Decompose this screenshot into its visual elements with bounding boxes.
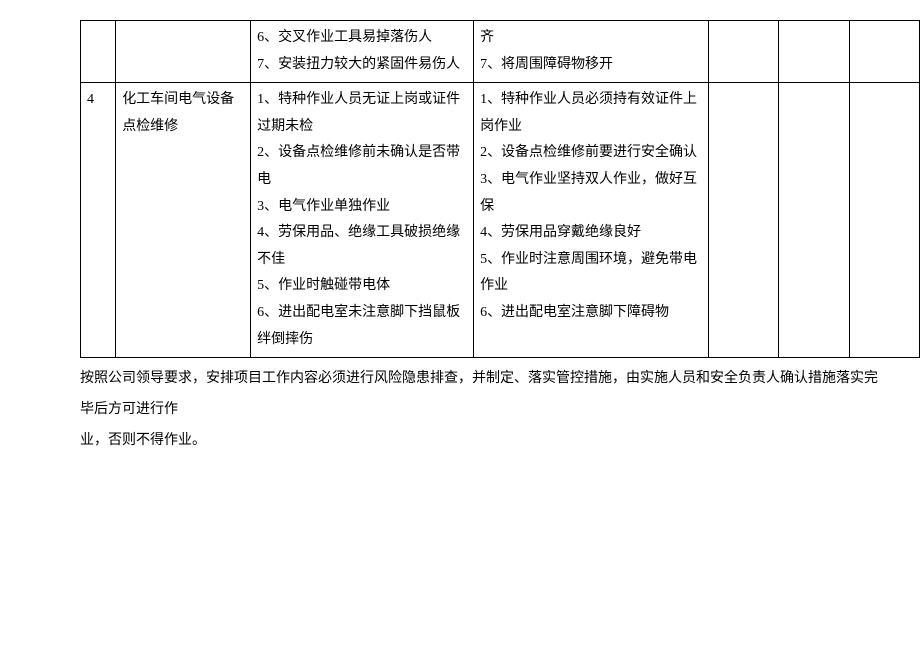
- cell-measure: 1、特种作业人员必须持有效证件上岗作业 2、设备点检维修前要进行安全确认 3、电…: [474, 83, 709, 358]
- risk-table: 6、交叉作业工具易掉落伤人 7、安装扭力较大的紧固件易伤人 齐 7、将周围障碍物…: [80, 20, 920, 358]
- cell-blank: [708, 83, 778, 358]
- risk-item: 6、进出配电室未注意脚下挡鼠板绊倒摔伤: [257, 300, 467, 353]
- risk-item: 1、特种作业人员无证上岗或证件过期未检: [257, 87, 467, 140]
- risk-item: 5、作业时触碰带电体: [257, 273, 467, 300]
- cell-risk: 6、交叉作业工具易掉落伤人 7、安装扭力较大的紧固件易伤人: [251, 21, 474, 83]
- cell-num: 4: [81, 83, 116, 358]
- cell-task: 化工车间电气设备点检维修: [116, 83, 251, 358]
- table-row: 4 化工车间电气设备点检维修 1、特种作业人员无证上岗或证件过期未检 2、设备点…: [81, 83, 920, 358]
- cell-measure: 齐 7、将周围障碍物移开: [474, 21, 709, 83]
- measure-item: 6、进出配电室注意脚下障碍物: [480, 300, 702, 327]
- measure-item: 齐: [480, 25, 702, 52]
- footer-paragraph: 按照公司领导要求，安排项目工作内容必须进行风险隐患排查，并制定、落实管控措施，由…: [80, 364, 880, 456]
- measure-item: 7、将周围障碍物移开: [480, 52, 702, 79]
- cell-blank: [708, 21, 778, 83]
- footer-line: 按照公司领导要求，安排项目工作内容必须进行风险隐患排查，并制定、落实管控措施，由…: [80, 371, 878, 417]
- cell-num: [81, 21, 116, 83]
- risk-item: 6、交叉作业工具易掉落伤人: [257, 25, 467, 52]
- cell-risk: 1、特种作业人员无证上岗或证件过期未检 2、设备点检维修前未确认是否带电 3、电…: [251, 83, 474, 358]
- measure-item: 3、电气作业坚持双人作业，做好互保: [480, 167, 702, 220]
- risk-item: 2、设备点检维修前未确认是否带电: [257, 140, 467, 193]
- measure-item: 4、劳保用品穿戴绝缘良好: [480, 220, 702, 247]
- measure-item: 5、作业时注意周围环境，避免带电作业: [480, 247, 702, 300]
- table-row: 6、交叉作业工具易掉落伤人 7、安装扭力较大的紧固件易伤人 齐 7、将周围障碍物…: [81, 21, 920, 83]
- cell-blank: [849, 83, 919, 358]
- risk-item: 7、安装扭力较大的紧固件易伤人: [257, 52, 467, 79]
- footer-line: 业，否则不得作业。: [80, 433, 206, 448]
- cell-blank: [779, 83, 849, 358]
- measure-item: 1、特种作业人员必须持有效证件上岗作业: [480, 87, 702, 140]
- risk-item: 3、电气作业单独作业: [257, 194, 467, 221]
- cell-task: [116, 21, 251, 83]
- cell-blank: [849, 21, 919, 83]
- risk-item: 4、劳保用品、绝缘工具破损绝缘不佳: [257, 220, 467, 273]
- measure-item: 2、设备点检维修前要进行安全确认: [480, 140, 702, 167]
- cell-blank: [779, 21, 849, 83]
